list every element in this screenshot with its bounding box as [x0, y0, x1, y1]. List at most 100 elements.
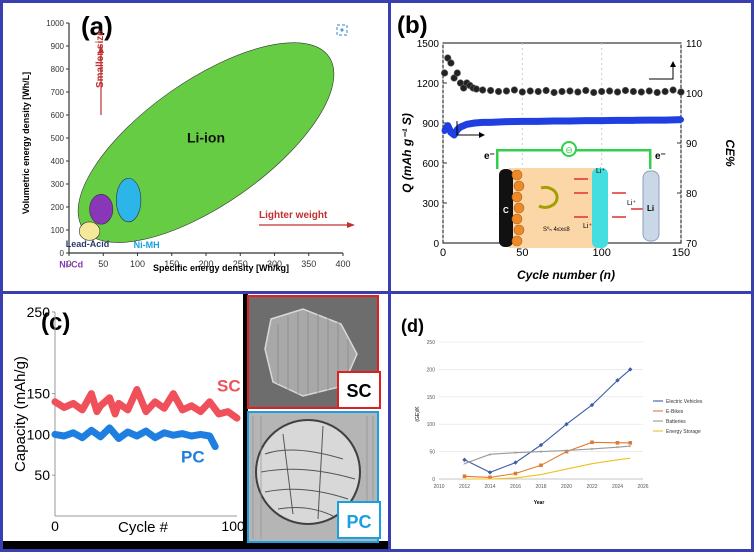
y-left-tick-label: 1500 — [417, 39, 440, 50]
region-ni-mh — [115, 177, 142, 223]
ce-point — [637, 88, 645, 96]
ce-point — [613, 88, 622, 96]
ce-point — [661, 87, 669, 96]
right-axis-indicator — [649, 65, 674, 80]
series-marker-2: × — [629, 444, 632, 450]
legend-label-0: Electric Vehicles — [666, 399, 703, 405]
series-line-2 — [464, 445, 631, 465]
right-axis-indicator-head — [670, 61, 676, 67]
x-tick-label: 200 — [198, 259, 213, 269]
expand-icon[interactable] — [336, 24, 348, 36]
panel-c-label: (c) — [41, 309, 70, 336]
y-tick-label: 400 — [51, 157, 65, 166]
ce-point — [502, 87, 511, 95]
y-right-tick-label: 100 — [686, 89, 703, 100]
x-tick-label: 50 — [516, 247, 528, 259]
plot-area — [439, 342, 643, 479]
panel-c-axes: 0 1000 50 100 150 250 SC PC — [27, 304, 253, 534]
y-left-tick-label: 1200 — [417, 79, 440, 90]
ce-point — [590, 88, 598, 97]
panel-c: (c) 0 1000 50 100 150 250 SC PC Cycle # Capacit… — [3, 294, 388, 549]
capacity-point — [519, 118, 526, 125]
panel-a-regions: Li-ion Ni-MH Ni-Cd Lead-Acid — [59, 42, 335, 269]
capacity-point — [646, 117, 653, 124]
x-tick-label: 0 — [66, 259, 71, 269]
ce-point — [534, 87, 542, 96]
y-tick-label: 250 — [27, 304, 51, 320]
capacity-point — [463, 121, 470, 128]
ce-point — [453, 69, 461, 77]
y-tick-label: 150 — [427, 395, 436, 401]
inset-li-ion-1: Li⁺ — [596, 168, 605, 175]
y-tick-label: 0 — [60, 249, 65, 258]
x-tick-label: 2012 — [459, 484, 470, 490]
load-symbol-text: ⊖ — [565, 145, 573, 155]
y-right-tick-label: 90 — [686, 139, 698, 150]
series-marker-1 — [628, 441, 633, 445]
series-marker-1 — [513, 471, 518, 476]
horizontal-divider — [0, 291, 754, 294]
y-tick-label: 200 — [427, 367, 436, 373]
ion-arrows — [574, 178, 643, 218]
vertical-divider — [388, 0, 391, 552]
y-right-tick-label: 110 — [686, 39, 702, 50]
polysulfide-label: S⁰ₙ 4≤x≤8 — [543, 226, 570, 233]
x-tick-label: 0 — [440, 247, 446, 259]
series-marker-2: × — [540, 450, 543, 456]
capacity-point — [551, 118, 558, 124]
capacity-point — [630, 117, 637, 124]
capacity-point — [444, 122, 451, 129]
inset-li-ion-2: Li⁺ — [583, 223, 592, 230]
capacity-point — [503, 118, 510, 125]
legend-label-2: Batteries — [666, 419, 686, 425]
panel-c-ylabel: Capacity (mAh/g) — [12, 356, 29, 472]
ce-point — [598, 87, 606, 96]
ce-point — [629, 87, 637, 96]
cathode-region — [509, 168, 603, 248]
ce-point — [566, 87, 574, 95]
ce-point — [653, 88, 661, 97]
lithium-anode — [642, 170, 660, 242]
series-marker-2: × — [565, 449, 568, 455]
x-tick-label: 2018 — [535, 484, 546, 490]
x-tick-label: 2024 — [612, 484, 623, 490]
polysulfide-cycle-icon — [538, 185, 559, 209]
y-tick-label: 200 — [51, 203, 65, 212]
series-line-1 — [464, 441, 631, 478]
region-label-lead-acid: Lead-Acid — [66, 239, 110, 249]
panel-d-ylabel: (GE)/K — [415, 406, 421, 422]
panel-b: (b) 0 50 100 150 0 300 600 900 1200 1500 70 80 90 100… — [391, 3, 751, 291]
left-axis-indicator-head — [479, 132, 485, 138]
series-label-pc: PC — [181, 448, 205, 467]
series-marker-1 — [564, 449, 569, 454]
series-marker-2: × — [489, 452, 492, 458]
capacity-point — [471, 120, 478, 126]
y-left-tick-label: 300 — [422, 199, 439, 210]
inset-li-ion-3: Li⁺ — [627, 200, 636, 207]
x-tick-label: 100 — [592, 247, 610, 259]
ce-point — [606, 87, 614, 95]
series-marker-0 — [513, 460, 518, 465]
series-marker-0 — [615, 378, 620, 383]
panel-d-xlabel: Year — [534, 500, 545, 506]
y-tick-label: 100 — [427, 422, 436, 428]
capacity-point — [487, 119, 494, 126]
panel-c-xlabel: Cycle # — [118, 519, 169, 536]
x-tick-label: 400 — [335, 259, 350, 269]
x-tick-label: 2020 — [561, 484, 572, 490]
legend-label-1: E-Bikes — [666, 409, 684, 415]
y-tick-label: 300 — [51, 180, 65, 189]
ce-point — [526, 87, 534, 95]
legend-label-3: Energy Storage — [666, 429, 701, 435]
x-tick-label: 250 — [233, 259, 248, 269]
ce-point — [510, 86, 518, 94]
series-marker-2: × — [591, 447, 594, 453]
ce-point — [574, 88, 582, 96]
x-tick-label: 2022 — [586, 484, 597, 490]
ce-point — [558, 87, 566, 96]
panel-a-chart: (a) 0 50 100 150 200 250 300 350 400 0 100 200 300 40… — [21, 11, 355, 273]
y-tick-label: 0 — [432, 477, 435, 483]
capacity-point — [441, 128, 448, 134]
